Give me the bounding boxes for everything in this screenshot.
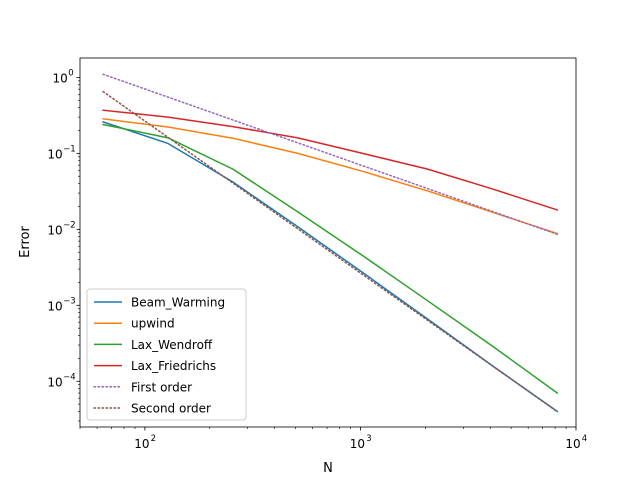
y-tick-exponent: −4 — [63, 372, 76, 382]
y-tick-label: 10 — [53, 71, 68, 85]
legend-label: Second order — [131, 402, 211, 416]
legend-box — [86, 288, 247, 421]
legend-label: First order — [131, 380, 192, 394]
legend-label: Lax_Friedrichs — [131, 359, 216, 373]
series-line-beam-warming — [102, 120, 559, 413]
y-tick-label: 10 — [47, 147, 62, 161]
y-tick-exponent: −2 — [63, 220, 76, 230]
series-layer — [102, 73, 559, 413]
x-axis-label: N — [323, 461, 333, 476]
x-tick-label: 10 — [565, 437, 580, 451]
x-tick-exponent: 4 — [582, 434, 587, 444]
legend-label: Lax_Wendroff — [131, 338, 213, 352]
legend-label: upwind — [131, 317, 175, 331]
series-line-second-order — [102, 90, 559, 413]
x-tick-label: 10 — [134, 437, 149, 451]
y-tick-label: 10 — [47, 375, 62, 389]
x-tick-label: 10 — [350, 437, 365, 451]
legend-label: Beam_Warming — [131, 296, 225, 310]
plot-frame — [79, 57, 577, 428]
y-axis-label: Error — [18, 226, 33, 258]
series-line-lax-friedrichs — [102, 109, 559, 211]
y-tick-exponent: 0 — [68, 68, 73, 78]
x-tick-exponent: 3 — [366, 434, 371, 444]
y-tick-exponent: −1 — [63, 144, 76, 154]
series-line-first-order — [102, 73, 559, 236]
y-tick-label: 10 — [47, 299, 62, 313]
x-tick-exponent: 2 — [151, 434, 156, 444]
series-line-upwind — [102, 117, 559, 235]
series-line-lax-wendroff — [102, 123, 559, 395]
y-tick-label: 10 — [47, 223, 62, 237]
y-tick-exponent: −3 — [63, 296, 76, 306]
